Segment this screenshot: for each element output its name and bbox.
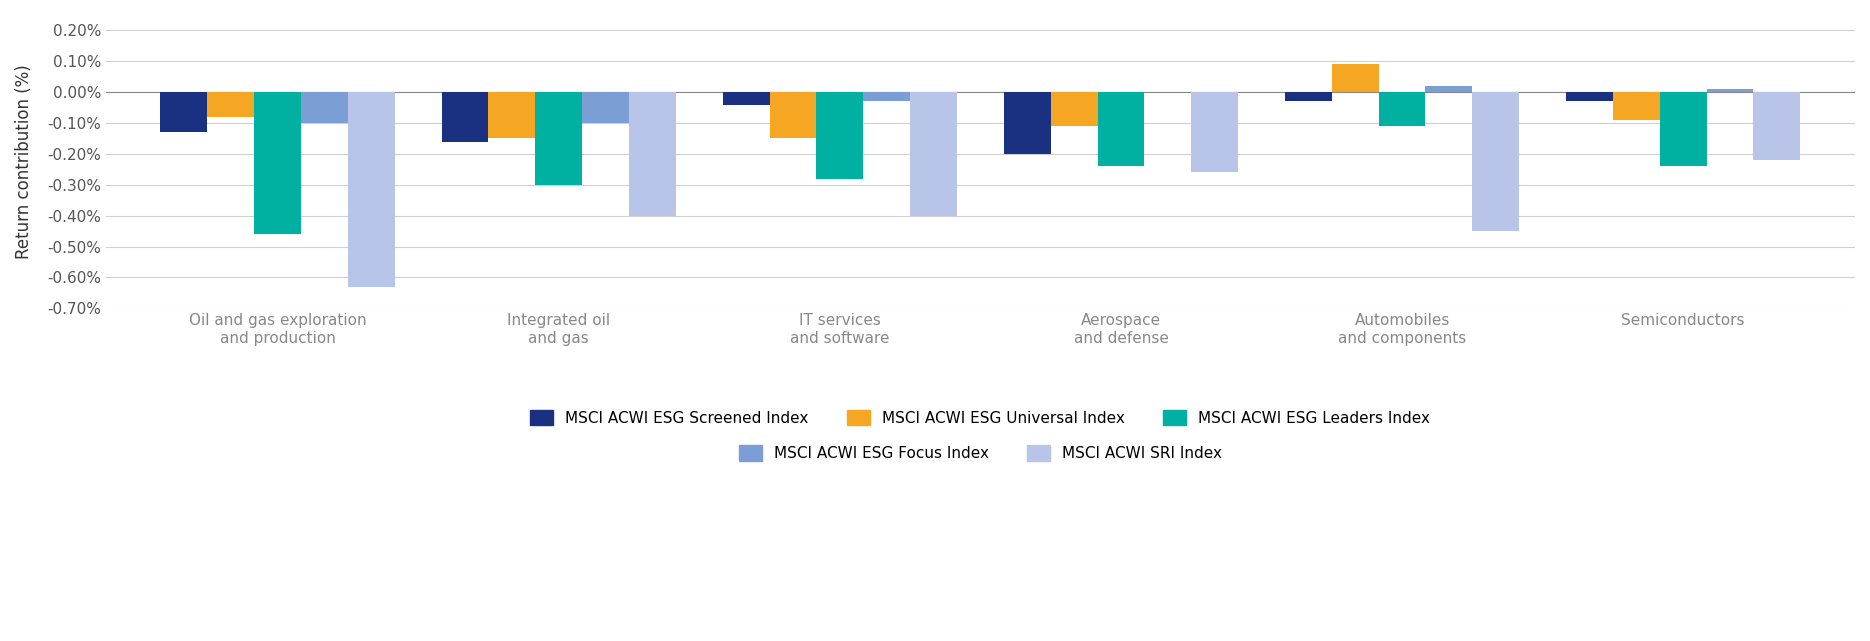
Bar xyxy=(1191,92,1238,172)
Bar xyxy=(1331,64,1378,92)
Bar xyxy=(1472,92,1518,231)
Bar xyxy=(864,92,911,101)
Bar xyxy=(1614,92,1661,120)
Bar xyxy=(1565,92,1614,101)
Bar xyxy=(161,92,208,132)
Bar xyxy=(1425,86,1472,92)
Bar xyxy=(1098,92,1144,166)
Y-axis label: Return contribution (%): Return contribution (%) xyxy=(15,64,34,259)
Bar xyxy=(1707,89,1754,92)
Bar xyxy=(770,92,817,138)
Bar xyxy=(1051,92,1098,126)
Bar xyxy=(535,92,582,185)
Bar xyxy=(817,92,864,179)
Bar xyxy=(628,92,675,215)
Bar xyxy=(488,92,535,138)
Bar xyxy=(1378,92,1425,126)
Bar xyxy=(722,92,770,104)
Bar xyxy=(301,92,348,123)
Bar xyxy=(441,92,488,142)
Bar xyxy=(1661,92,1707,166)
Legend: MSCI ACWI ESG Focus Index, MSCI ACWI SRI Index: MSCI ACWI ESG Focus Index, MSCI ACWI SRI… xyxy=(739,445,1223,461)
Bar xyxy=(254,92,301,234)
Bar xyxy=(208,92,254,117)
Bar xyxy=(1004,92,1051,154)
Bar xyxy=(911,92,957,215)
Bar xyxy=(1285,92,1331,101)
Bar xyxy=(582,92,628,123)
Bar xyxy=(348,92,395,287)
Bar xyxy=(1754,92,1801,160)
